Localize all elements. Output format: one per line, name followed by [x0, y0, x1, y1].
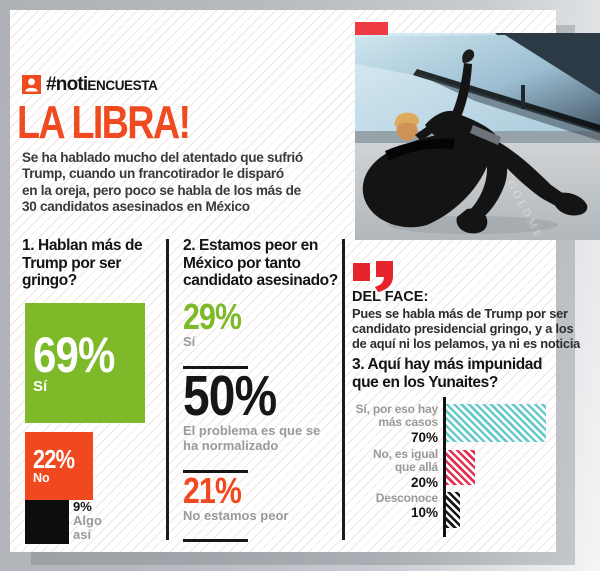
- del-face-body: Pues se habla más de Trump por ser candi…: [352, 306, 581, 352]
- q3-si-value: 70%: [410, 429, 438, 445]
- belt-gear: [470, 125, 501, 145]
- column-divider-2: [342, 239, 345, 540]
- trump-head: [396, 119, 418, 141]
- q3-si-text: Sí, por eso hay más casos: [355, 402, 439, 430]
- q1-no-label: No: [33, 470, 50, 485]
- intro-paragraph: Se ha hablado mucho del atentado que suf…: [22, 150, 303, 214]
- q1-algo-asi-caption: 9% Algo así: [73, 499, 102, 543]
- question-1-title: 1. Hablan más de Trump por ser gringo?: [22, 237, 143, 290]
- meme-photo: GOLDME: [351, 33, 600, 242]
- landing-gear: [521, 85, 525, 109]
- extended-leg: [493, 141, 571, 211]
- q1-bar-si: 69% Sí: [25, 303, 146, 424]
- q2-item-no-peor: 21% No estamos peor: [183, 470, 289, 524]
- raised-arm: [452, 63, 472, 117]
- q1-algo-label: Algo así: [73, 513, 102, 543]
- q2-item-normalizado: 50% El problema es que se ha normalizado: [183, 364, 321, 453]
- q2-item-si: 29% Sí: [183, 296, 252, 350]
- q3-igual-value: 20%: [410, 474, 438, 490]
- q3-igual-text: No, es igual que allá: [373, 447, 438, 475]
- column-divider-1: [166, 239, 169, 540]
- q2-no-peor-value: 21%: [183, 470, 242, 511]
- q3-label-si: Sí, por eso hay más casos 70%: [346, 402, 439, 445]
- q3-label-desconoce: Desconoce 10%: [346, 491, 438, 521]
- q1-bar-no: 22% No: [25, 432, 93, 500]
- trump-hair: [394, 112, 419, 127]
- q3-bar-igual: [446, 450, 475, 485]
- q2-si-value: 29%: [183, 296, 242, 337]
- q1-si-value: 69%: [33, 326, 115, 383]
- q3-desconoce-text: Desconoce: [375, 491, 438, 505]
- coat-swirl: [385, 138, 455, 161]
- boot-right: [553, 192, 588, 216]
- quote-icon: [353, 261, 395, 297]
- question-3-title: 3. Aquí hay más impunidad que en los Yun…: [352, 356, 543, 391]
- boot-left: [456, 208, 488, 234]
- q1-bar-algo-asi: [25, 500, 69, 544]
- q2-si-label: Sí: [183, 334, 196, 350]
- question-2-title: 2. Estamos peor en México por tanto cand…: [183, 237, 338, 290]
- hand: [462, 49, 475, 63]
- q1-algo-value: 9%: [73, 499, 92, 514]
- q1-no-value: 22%: [33, 444, 75, 475]
- q2-rule-1: [183, 366, 248, 369]
- q3-bar-desconoce: [446, 492, 461, 528]
- q2-no-peor-label: No estamos peor: [183, 508, 289, 524]
- q3-label-igual: No, es igual que allá 20%: [346, 447, 438, 490]
- hashtag-noti: #noti: [46, 74, 88, 95]
- user-icon: [22, 75, 41, 94]
- q2-normalizado-label: El problema es que se ha normalizado: [183, 423, 321, 453]
- del-face-title: DEL FACE:: [352, 289, 429, 305]
- q3-axis-line: [443, 397, 446, 537]
- neck: [415, 125, 435, 141]
- hashtag-encuesta: ENCUESTA: [87, 78, 158, 93]
- red-tag-rectangle: [355, 22, 388, 35]
- q1-si-label: Sí: [33, 378, 48, 396]
- q2-rule-2: [183, 470, 248, 473]
- campaign-hashtag: #noti ENCUESTA: [46, 74, 158, 96]
- q2-normalizado-value: 50%: [183, 364, 277, 428]
- trump-figure: [362, 49, 588, 234]
- q2-rule-3: [183, 539, 248, 542]
- q3-bar-si: [446, 404, 547, 442]
- page-title: LA LIBRA!: [17, 96, 191, 148]
- photo-illustration: GOLDME: [351, 33, 600, 242]
- q3-desconoce-value: 10%: [410, 505, 438, 521]
